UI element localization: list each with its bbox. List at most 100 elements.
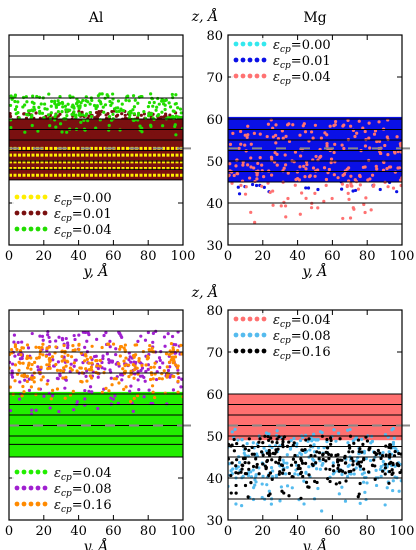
- data-point: [151, 377, 155, 381]
- data-point: [64, 375, 68, 380]
- data-point: [278, 151, 283, 155]
- data-point: [113, 394, 117, 398]
- x-tick-label: 80: [359, 249, 376, 264]
- data-point: [20, 356, 24, 361]
- data-point: [72, 333, 76, 338]
- data-point: [350, 457, 354, 461]
- data-point: [105, 93, 109, 97]
- data-point: [179, 111, 183, 115]
- data-point: [385, 167, 389, 171]
- data-point: [77, 333, 81, 337]
- data-point: [340, 182, 345, 186]
- data-point: [101, 357, 105, 361]
- x-axis-label: y, Å: [82, 262, 108, 280]
- legend-marker: [35, 194, 41, 200]
- data-point: [249, 156, 253, 160]
- data-point: [383, 472, 387, 476]
- data-point: [391, 488, 395, 493]
- x-tick-label: 20: [36, 524, 53, 539]
- data-point: [51, 358, 55, 362]
- data-point: [147, 388, 151, 392]
- data-point: [41, 133, 45, 137]
- data-point: [378, 151, 383, 156]
- data-point: [118, 133, 123, 137]
- data-point: [230, 170, 234, 174]
- data-point: [377, 120, 381, 124]
- data-point: [367, 470, 371, 474]
- data-point: [335, 153, 339, 158]
- data-point: [339, 468, 343, 472]
- data-point: [274, 473, 278, 478]
- data-point: [80, 380, 84, 384]
- data-point: [304, 470, 308, 474]
- data-point: [149, 92, 153, 96]
- data-point: [136, 101, 140, 105]
- data-point: [239, 125, 244, 130]
- data-point: [123, 343, 127, 347]
- data-point: [300, 191, 304, 195]
- data-point: [391, 462, 395, 467]
- data-point: [391, 186, 396, 190]
- legend-entry: εcp=0.16: [54, 498, 112, 515]
- data-point: [249, 142, 253, 146]
- legend-marker: [233, 57, 239, 63]
- data-point: [261, 453, 265, 457]
- data-point: [142, 121, 146, 125]
- data-point: [170, 334, 175, 339]
- data-point: [235, 441, 239, 446]
- data-point: [9, 103, 13, 108]
- data-point: [351, 463, 355, 467]
- data-point: [282, 166, 286, 170]
- data-point: [58, 374, 62, 378]
- data-point: [144, 369, 148, 374]
- data-point: [362, 467, 366, 471]
- data-point: [133, 343, 137, 347]
- data-point: [284, 215, 288, 219]
- data-point: [284, 134, 288, 138]
- data-point: [84, 112, 89, 116]
- data-point: [332, 173, 336, 177]
- data-point: [30, 123, 34, 128]
- legend-marker: [261, 316, 267, 322]
- y-tick-label: 30: [206, 514, 223, 529]
- data-point: [20, 394, 24, 398]
- data-point: [136, 339, 140, 343]
- data-point: [271, 189, 275, 193]
- data-point: [236, 185, 240, 189]
- data-point: [33, 360, 37, 364]
- data-point: [35, 94, 39, 99]
- data-point: [54, 362, 58, 367]
- data-point: [84, 367, 88, 371]
- data-point: [107, 389, 111, 393]
- data-point: [332, 469, 336, 473]
- data-point: [314, 154, 318, 159]
- data-point: [44, 132, 48, 136]
- data-point: [147, 100, 152, 105]
- data-point: [120, 119, 124, 123]
- data-point: [107, 115, 112, 119]
- data-point: [29, 385, 34, 389]
- data-point: [347, 469, 351, 474]
- data-point: [25, 374, 29, 378]
- data-point: [347, 450, 351, 454]
- data-point: [124, 356, 128, 360]
- data-point: [321, 452, 325, 456]
- data-point: [48, 366, 52, 370]
- data-point: [249, 480, 253, 485]
- data-point: [293, 460, 298, 464]
- data-point: [147, 131, 151, 135]
- data-point: [329, 453, 333, 457]
- data-point: [26, 356, 30, 360]
- data-point: [399, 144, 402, 148]
- legend-marker: [21, 501, 27, 507]
- data-point: [13, 107, 18, 112]
- data-point: [247, 437, 251, 441]
- data-point: [252, 131, 256, 135]
- data-point: [353, 134, 357, 139]
- data-point: [303, 152, 308, 157]
- data-point: [289, 130, 293, 134]
- data-point: [392, 436, 396, 440]
- data-point: [309, 453, 313, 458]
- data-point: [60, 359, 64, 363]
